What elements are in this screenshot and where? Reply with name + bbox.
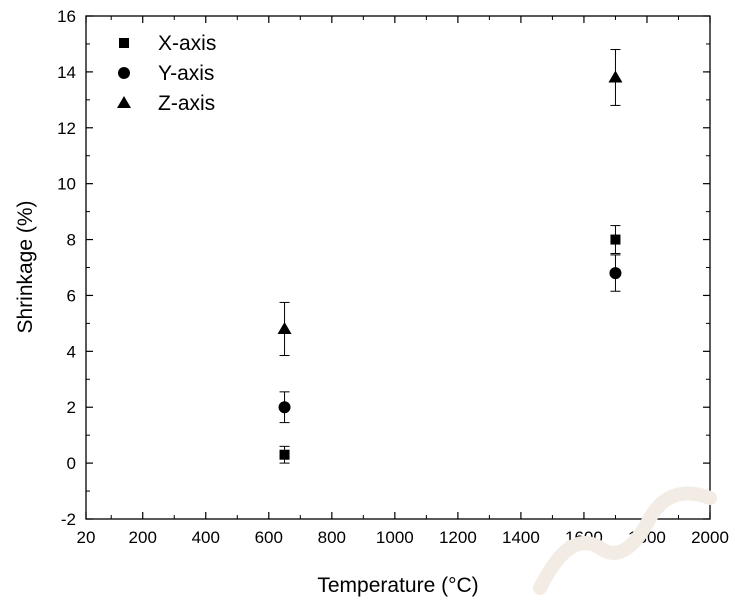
series-x-axis (279, 225, 621, 464)
y-tick-label: 0 (67, 454, 76, 473)
series-y-axis (278, 254, 622, 424)
y-tick-label: 14 (57, 63, 76, 82)
y-tick-label: 2 (67, 398, 76, 417)
y-tick-label: 6 (67, 286, 76, 305)
y-tick-label: -2 (61, 510, 76, 529)
data-point (278, 401, 291, 414)
x-tick-label: 400 (192, 528, 220, 547)
legend-marker-x-axis (119, 38, 129, 48)
x-axis-ticks: 20 200 400 600 800 1000 1200 1400 1600 1800 2000 (77, 16, 729, 547)
x-tick-label: 200 (129, 528, 157, 547)
data-point (608, 70, 623, 83)
data-series (277, 49, 623, 464)
x-tick-label: 1400 (502, 528, 540, 547)
x-tick-label: 20 (77, 528, 96, 547)
data-point (279, 449, 290, 460)
y-tick-label: 8 (67, 231, 76, 250)
legend-marker-y-axis (118, 67, 130, 79)
y-tick-label: 4 (67, 342, 76, 361)
y-tick-label: 10 (57, 175, 76, 194)
data-point (609, 267, 622, 280)
x-tick-label: 1000 (376, 528, 414, 547)
y-tick-label: 12 (57, 119, 76, 138)
data-point (610, 234, 621, 245)
legend: X-axis Y-axis Z-axis (117, 32, 216, 115)
x-tick-label: 1200 (439, 528, 477, 547)
x-tick-label: 2000 (691, 528, 729, 547)
legend-marker-z-axis (117, 96, 131, 108)
x-axis-title: Temperature (°C) (317, 574, 478, 597)
legend-label: Y-axis (158, 62, 214, 85)
watermark (533, 486, 717, 595)
y-axis-title: Shrinkage (%) (14, 200, 37, 333)
legend-label: Z-axis (158, 92, 215, 115)
x-tick-label: 800 (318, 528, 346, 547)
legend-label: X-axis (158, 32, 216, 55)
x-tick-label: 600 (255, 528, 283, 547)
y-tick-label: 16 (57, 7, 76, 26)
data-point (277, 321, 292, 334)
y-axis-ticks: -2 0 2 4 6 8 10 12 14 16 (57, 7, 710, 529)
series-z-axis (277, 49, 623, 357)
